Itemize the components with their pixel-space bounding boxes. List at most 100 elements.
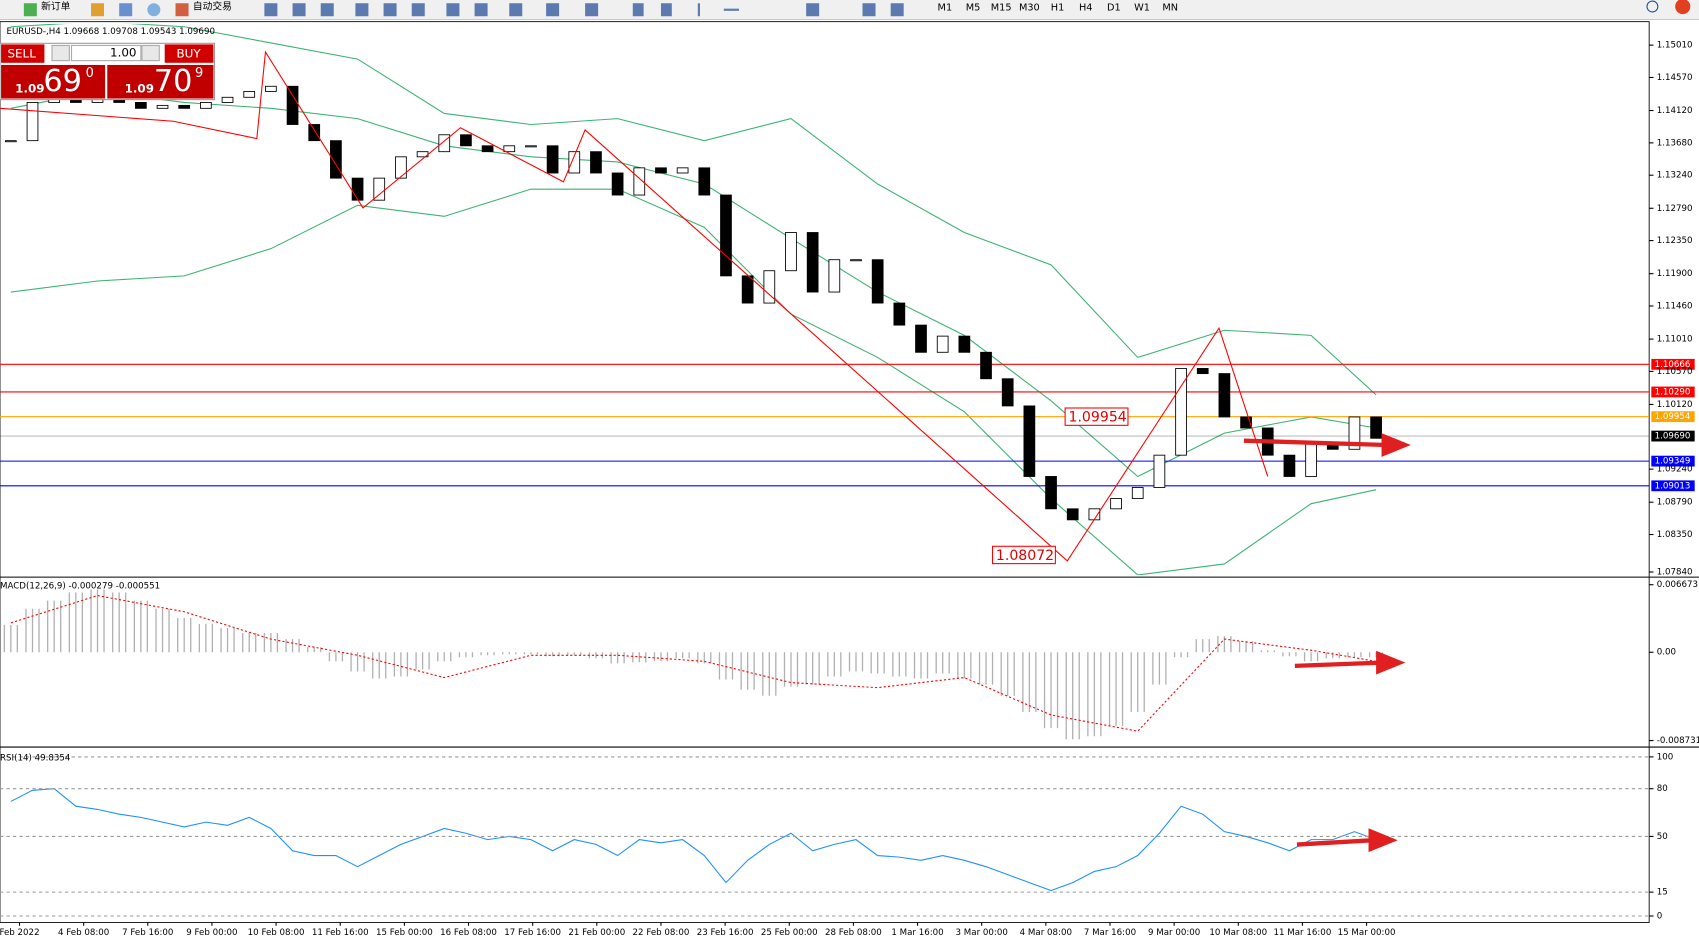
- plot-area: [0, 23, 1650, 917]
- lot-value[interactable]: 1.00: [110, 46, 137, 60]
- sell-label[interactable]: SELL: [7, 47, 36, 61]
- candle: [698, 167, 711, 196]
- lot-up[interactable]: [141, 44, 160, 62]
- candle: [676, 167, 689, 174]
- x-tick-label: 28 Feb 08:00: [825, 928, 882, 938]
- trade-panel: SELL 1.00 BUY 1.09 69 0 1.09 70 9: [0, 42, 216, 101]
- price-line-label-bg: [1651, 480, 1695, 492]
- lot-down[interactable]: [51, 44, 70, 62]
- toolbar-icon[interactable]: [862, 3, 876, 17]
- candle: [1045, 476, 1057, 510]
- zigzag-line: [0, 50, 1269, 562]
- timeframe-button[interactable]: H1: [1051, 3, 1065, 14]
- x-tick-label: 15 Feb 00:00: [376, 928, 433, 938]
- candle: [4, 140, 17, 143]
- price-line-label-bg: [1651, 411, 1695, 423]
- timeframe-button[interactable]: M30: [1019, 3, 1040, 14]
- timeframe-button[interactable]: M15: [991, 3, 1012, 14]
- toolbar-icon[interactable]: [697, 3, 700, 17]
- lot-input[interactable]: [70, 44, 142, 62]
- candle: [1066, 508, 1079, 521]
- toolbar-icon[interactable]: [446, 3, 460, 17]
- candle: [1240, 416, 1252, 429]
- toolbar-icon[interactable]: [890, 3, 904, 17]
- toolbar-icon[interactable]: [585, 3, 599, 17]
- buy-price-box[interactable]: [107, 64, 214, 99]
- candle: [178, 104, 191, 109]
- y-tick-label: 100: [1657, 752, 1674, 762]
- candle: [806, 232, 819, 293]
- x-tick-label: 7 Mar 16:00: [1084, 928, 1136, 938]
- annotation: 1.09954: [1069, 410, 1127, 426]
- rsi-line: [10, 788, 1377, 892]
- new-order-button[interactable]: 新订单: [41, 0, 70, 12]
- candle: [221, 96, 234, 103]
- toolbar-icon[interactable]: [355, 3, 369, 17]
- arrow-shaft: [1294, 660, 1382, 669]
- timeframe-button[interactable]: D1: [1107, 3, 1121, 14]
- timeframe-button[interactable]: MN: [1162, 3, 1178, 14]
- toolbar-icon[interactable]: [660, 3, 672, 17]
- candle: [785, 232, 797, 272]
- sell-price-box[interactable]: [1, 64, 106, 99]
- sell-button[interactable]: [1, 44, 45, 63]
- toolbar-icon[interactable]: [91, 3, 105, 17]
- toolbar-icon[interactable]: [119, 3, 133, 17]
- timeframe-button[interactable]: W1: [1134, 3, 1150, 14]
- buy-price-main: 70: [154, 64, 193, 99]
- price-line-label: 1.09690: [1655, 432, 1691, 442]
- y-tick-label: 1.07840: [1657, 568, 1693, 578]
- y-tick-label: 0: [1657, 911, 1663, 921]
- search-icon[interactable]: [1646, 0, 1659, 13]
- toolbar-icon[interactable]: [806, 3, 820, 17]
- toolbar-icon[interactable]: [509, 3, 523, 17]
- new-order-icon[interactable]: [23, 3, 37, 17]
- x-tick-label: 10 Feb 08:00: [248, 928, 305, 938]
- candle: [1348, 416, 1361, 450]
- arrow-head: [1376, 650, 1406, 675]
- timeframe-button[interactable]: M5: [966, 3, 981, 14]
- price-line-label-bg: [1651, 430, 1695, 442]
- candle: [503, 145, 516, 153]
- candle: [156, 104, 169, 109]
- candle: [330, 140, 342, 179]
- toolbar-icon[interactable]: [147, 3, 161, 17]
- toolbar-icon[interactable]: [546, 3, 560, 17]
- timeframe-button[interactable]: M1: [938, 3, 953, 14]
- candle: [611, 172, 624, 196]
- y-tick-label: 1.10120: [1657, 400, 1693, 410]
- candle: [308, 124, 321, 142]
- toolbar-icon[interactable]: [292, 3, 306, 17]
- y-tick-label: 1.13680: [1657, 138, 1693, 148]
- candle: [135, 102, 147, 109]
- toolbar-icon[interactable]: [723, 8, 739, 11]
- buy-button[interactable]: [164, 44, 214, 63]
- macd-title: MACD(12,26,9) -0.000279 -0.000551: [0, 581, 160, 591]
- toolbar-icon[interactable]: [320, 3, 334, 17]
- timeframe-button[interactable]: H4: [1079, 3, 1093, 14]
- candle: [1131, 487, 1144, 499]
- price-line-label: 1.09349: [1655, 457, 1691, 467]
- candle: [1218, 373, 1231, 418]
- auto-trading-button[interactable]: 自动交易: [193, 0, 232, 12]
- sell-price-main: 69: [43, 64, 82, 99]
- trend-arrows: [1243, 433, 1411, 853]
- buy-label[interactable]: BUY: [176, 47, 201, 61]
- notification-badge[interactable]: [1675, 0, 1691, 15]
- candle: [243, 90, 256, 98]
- bollinger-upper: [10, 23, 1377, 396]
- toolbar-icon[interactable]: [383, 3, 397, 17]
- y-tick-label: 15: [1657, 888, 1668, 898]
- candle: [525, 145, 537, 148]
- candle: [200, 102, 212, 109]
- candle: [395, 156, 407, 179]
- chart-title: EURUSD-,H4 1.09668 1.09708 1.09543 1.096…: [7, 27, 215, 37]
- toolbar-icon[interactable]: [411, 3, 425, 17]
- toolbar-icon[interactable]: [632, 3, 644, 17]
- toolbar-icon[interactable]: [474, 3, 488, 17]
- auto-trading-icon[interactable]: [175, 3, 189, 17]
- toolbar-icon[interactable]: [264, 3, 278, 17]
- candle: [655, 167, 667, 174]
- candle: [1175, 368, 1187, 456]
